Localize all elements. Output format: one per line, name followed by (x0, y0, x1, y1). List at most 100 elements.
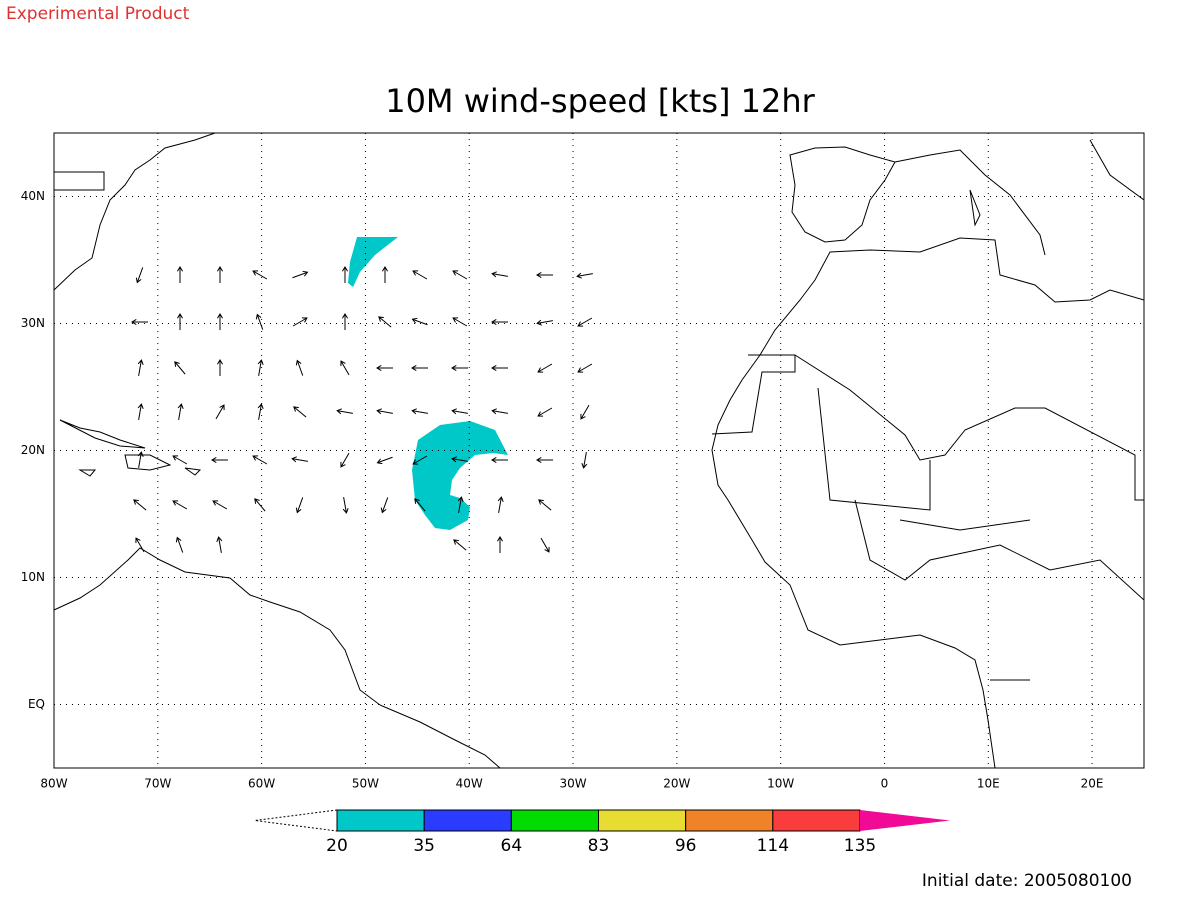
colorbar-label: 135 (844, 836, 876, 856)
wind-arrow (135, 267, 144, 284)
coastline (59, 419, 202, 477)
colorbar-label: 83 (588, 836, 610, 856)
wind-arrow (211, 456, 228, 464)
wind-arrow (581, 452, 588, 469)
wind-arrow (380, 497, 389, 514)
wind-arrow (135, 537, 145, 553)
wind-arrow (412, 455, 428, 465)
wind-arrow (291, 456, 308, 463)
colorbar-box (598, 809, 687, 832)
wind-arrow (137, 403, 144, 420)
coastline (53, 547, 501, 769)
wind-arrow (172, 500, 188, 510)
wind-arrow (215, 404, 225, 420)
wind-arrow (177, 403, 184, 420)
wind-arrow (577, 363, 593, 373)
colorbar-box (510, 809, 600, 832)
wind-arrow (580, 404, 590, 420)
product-label: Experimental Product (6, 4, 190, 24)
wind-arrow (414, 498, 426, 512)
coastline (53, 132, 216, 291)
wind-arrow (257, 359, 264, 376)
x-tick-label: 10W (767, 777, 794, 791)
initial-date: Initial date: 2005080100 (922, 871, 1132, 891)
x-tick-label: 20E (1081, 777, 1104, 791)
wind-arrow (491, 318, 508, 326)
wind-arrow (451, 408, 468, 415)
wind-arrow (292, 270, 309, 279)
wind-arrow (452, 270, 468, 280)
wind-arrow (381, 266, 389, 283)
wind-arrow (295, 359, 304, 376)
wind-arrow (491, 408, 508, 415)
y-tick-label: 40N (21, 189, 45, 203)
wind-arrow (496, 536, 504, 553)
wind-arrow (537, 407, 553, 417)
wind-arrow (411, 317, 428, 326)
wind-arrow (341, 313, 349, 330)
y-tick-label: 10N (21, 570, 45, 584)
wind-arrow (257, 403, 264, 420)
wind-arrow (411, 364, 428, 372)
wind-arrow (376, 408, 393, 415)
wind-arrow (212, 500, 228, 510)
title: 10M wind-speed [kts] 12hr (385, 82, 815, 120)
wind-arrow (176, 313, 184, 330)
wind-arrow (252, 270, 268, 280)
wind-arrow (411, 408, 428, 415)
wind-arrow (131, 318, 148, 326)
wind-arrow (538, 499, 552, 511)
wind-arrow (378, 316, 392, 328)
wind-arrow (340, 452, 350, 468)
wind-arrow (175, 536, 184, 553)
colorbar-box (336, 809, 425, 832)
x-tick-label: 10E (977, 777, 1000, 791)
y-tick-label: 30N (21, 316, 45, 330)
wind-arrow (451, 456, 468, 463)
wind-arrow (537, 363, 553, 373)
wind-arrow (376, 456, 393, 465)
coastline (711, 237, 1145, 769)
wind-arrow (172, 455, 188, 465)
border (711, 354, 1145, 681)
wind-arrow (453, 539, 467, 551)
x-tick-label: 80W (40, 777, 67, 791)
colorbar-label: 64 (501, 836, 523, 856)
wind-arrow (216, 536, 223, 553)
colorbar-label: 114 (757, 836, 789, 856)
x-tick-label: 0 (881, 777, 889, 791)
wind-arrow (497, 496, 504, 513)
wind-arrow (491, 364, 508, 372)
map (53, 132, 1145, 769)
wind-arrow (176, 266, 184, 283)
wind-arrow (295, 497, 304, 514)
wind-arrow (536, 456, 553, 464)
colorbar-label: 96 (675, 836, 697, 856)
wind-arrow (452, 317, 468, 327)
wind-arrow (451, 364, 468, 372)
wind-arrow (255, 313, 264, 330)
colorbar-box (685, 809, 774, 832)
wind-arrow (174, 361, 186, 375)
wind-arrow (341, 266, 349, 283)
colorbar-label: 35 (413, 836, 435, 856)
wind-arrow (457, 496, 464, 513)
colorbar-high-arrow (860, 810, 950, 831)
y-tick-label: EQ (28, 697, 45, 711)
wind-arrow (340, 360, 350, 376)
coastline (54, 171, 105, 191)
wind-arrow (376, 364, 393, 372)
wind-arrow (137, 451, 144, 468)
wind-arrow (536, 271, 553, 279)
wind-arrow (536, 319, 553, 326)
colorbar-box (772, 809, 861, 832)
wind-arrow (342, 497, 349, 514)
wind-arrow (216, 359, 224, 376)
coastline (789, 146, 896, 243)
wind-arrow (293, 406, 307, 418)
coastline (894, 139, 1145, 256)
wind-arrow (540, 537, 550, 553)
wind-arrow (133, 499, 147, 511)
map-frame (53, 132, 1145, 769)
